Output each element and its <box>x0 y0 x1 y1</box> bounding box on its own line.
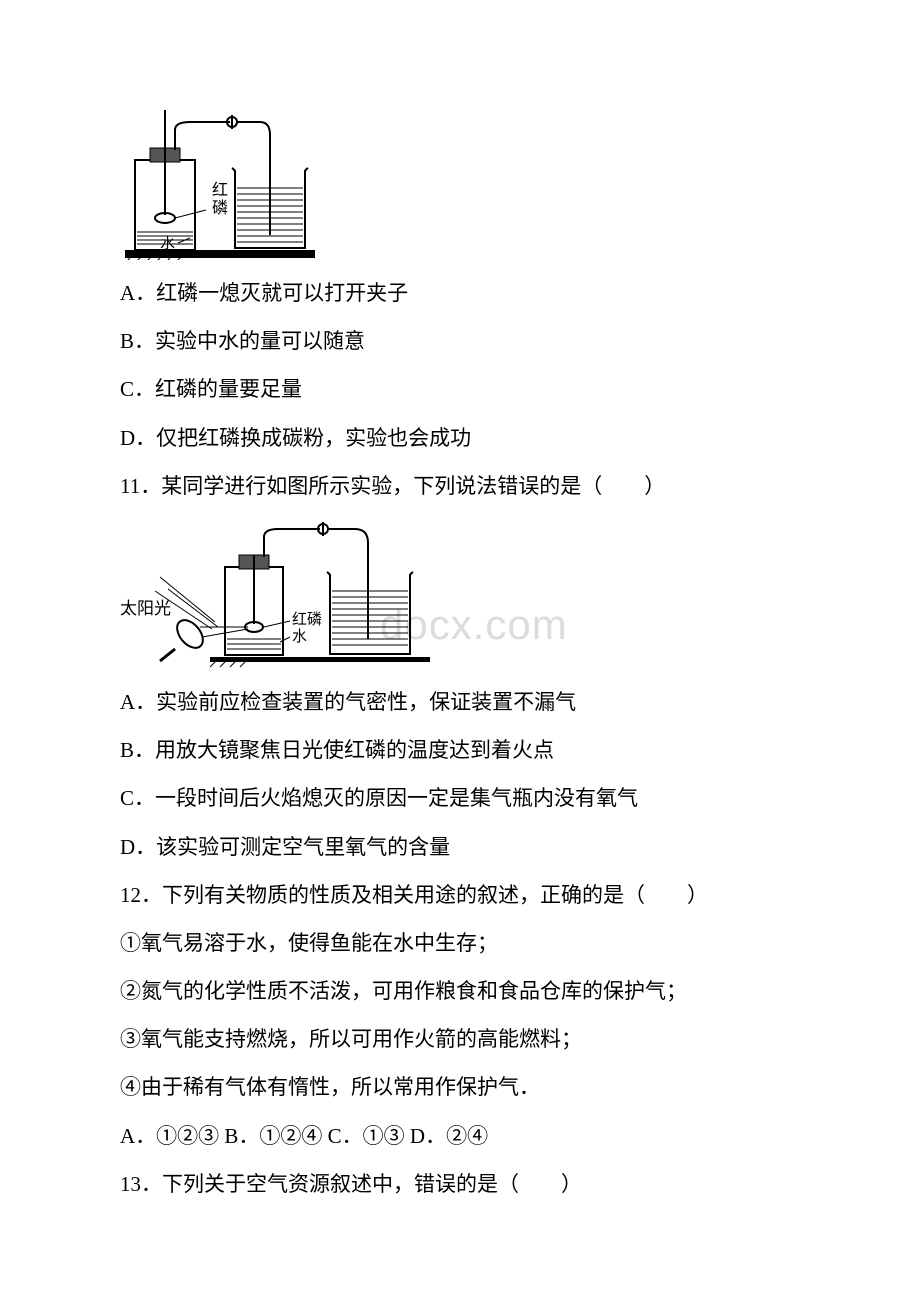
q10-option-b: B．实验中水的量可以随意 <box>120 318 800 364</box>
figure-q11: 太阳光 <box>120 519 800 669</box>
q12-s4: ④由于稀有气体有惰性，所以常用作保护气． <box>120 1064 800 1110</box>
svg-text:水: 水 <box>292 628 307 645</box>
svg-text:水: 水 <box>160 235 175 252</box>
q10-option-d: D．仅把红磷换成碳粉，实验也会成功 <box>120 415 800 461</box>
q11-option-d: D．该实验可测定空气里氧气的含量 <box>120 824 800 870</box>
svg-text:太阳光: 太阳光 <box>120 599 171 618</box>
q12-options: A．①②③ B．①②④ C．①③ D．②④ <box>120 1113 800 1159</box>
q11-option-c: C．一段时间后火焰熄灭的原因一定是集气瓶内没有氧气 <box>120 775 800 821</box>
q11-option-b: B．用放大镜聚焦日光使红磷的温度达到着火点 <box>120 727 800 773</box>
svg-text:磷: 磷 <box>212 199 228 217</box>
q12-s2: ②氮气的化学性质不活泼，可用作粮食和食品仓库的保护气； <box>120 968 800 1014</box>
svg-text:红磷: 红磷 <box>292 611 322 628</box>
apparatus-diagram-1: 红 磷 水 <box>120 110 320 260</box>
q10-option-a: A．红磷一熄灭就可以打开夹子 <box>120 270 800 316</box>
apparatus-diagram-2: 太阳光 <box>120 519 440 669</box>
q10-option-c: C．红磷的量要足量 <box>120 366 800 412</box>
svg-text:红: 红 <box>212 181 228 199</box>
q12-s3: ③氧气能支持燃烧，所以可用作火箭的高能燃料； <box>120 1016 800 1062</box>
q11-option-a: A．实验前应检查装置的气密性，保证装置不漏气 <box>120 679 800 725</box>
q12-stem: 12．下列有关物质的性质及相关用途的叙述，正确的是（ ） <box>120 872 800 918</box>
q12-s1: ①氧气易溶于水，使得鱼能在水中生存； <box>120 920 800 966</box>
figure-q10: 红 磷 水 <box>120 110 800 260</box>
q11-stem: 11．某同学进行如图所示实验，下列说法错误的是（ ） <box>120 463 800 509</box>
q13-stem: 13．下列关于空气资源叙述中，错误的是（ ） <box>120 1161 800 1207</box>
